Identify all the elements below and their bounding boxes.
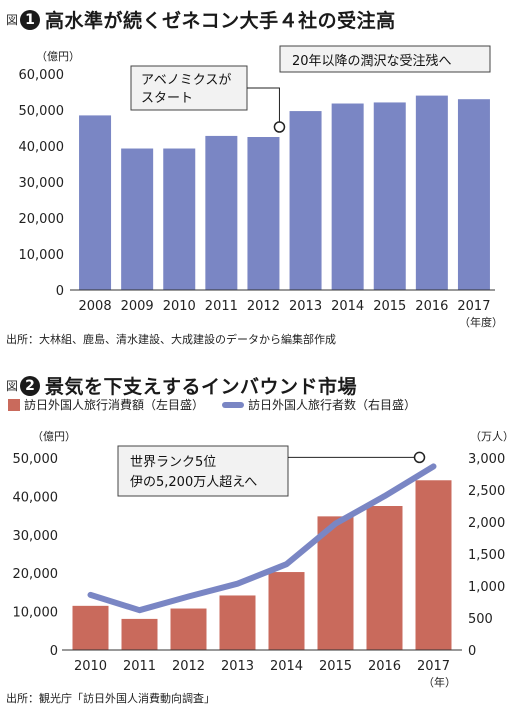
- annotation-abenomics-marker: [273, 121, 286, 133]
- chart1-x-unit: （年度）: [459, 315, 503, 329]
- chart1-x-tick: 2016: [415, 299, 448, 314]
- chart2-bar: [170, 608, 207, 650]
- chart2-legend: 訪日外国人旅行消費額（左目盛） 訪日外国人旅行者数（右目盛）: [8, 396, 416, 413]
- chart1-y-tick: 30,000: [19, 176, 65, 191]
- chart1-y-tick: 60,000: [19, 68, 65, 83]
- chart2-bar: [317, 516, 354, 650]
- figure2-source: 出所：観光庁「訪日外国人消費動向調査」: [6, 692, 215, 705]
- figure2-header: 図 2 景気を下支えするインバウンド市場: [6, 372, 357, 399]
- chart2-left-tick: 30,000: [13, 529, 59, 544]
- chart2-x-tick: 2017: [417, 659, 450, 674]
- chart1-y-tick: 0: [56, 284, 64, 299]
- chart1-x-tick: 2008: [79, 299, 112, 314]
- figure2-number: 2: [20, 375, 41, 396]
- chart2-bar: [366, 506, 403, 650]
- annotation-post2020-box: [279, 45, 491, 73]
- chart1-x-tick: 2011: [205, 299, 238, 314]
- chart2-x-tick: 2011: [123, 659, 156, 674]
- chart2-x-tick: 2012: [172, 659, 205, 674]
- chart1-y-tick: 20,000: [19, 212, 65, 227]
- chart2-right-tick: 500: [468, 612, 493, 627]
- chart2-right-tick: 0: [468, 644, 476, 659]
- chart1-bar: [79, 115, 112, 291]
- chart2-bar: [72, 605, 109, 650]
- figure1-title: 高水準が続くゼネコン大手４社の受注高: [45, 10, 396, 32]
- chart2-left-tick: 50,000: [13, 452, 59, 467]
- chart1-bar: [331, 103, 364, 291]
- annotation-abenomics-leader: [247, 87, 280, 122]
- annotation-ranking-line2: 伊の5,200万人超えへ: [130, 475, 257, 490]
- chart2-right-tick: 1,000: [468, 580, 505, 595]
- chart2-x-tick: 2013: [221, 659, 254, 674]
- chart1-x-tick: 2014: [331, 299, 364, 314]
- chart2-right-tick: 2,000: [468, 516, 505, 531]
- chart2-left-tick: 0: [50, 644, 58, 659]
- chart1-x-tick: 2010: [163, 299, 196, 314]
- chart1-bar: [247, 137, 280, 290]
- chart2-left-tick: 40,000: [13, 490, 59, 505]
- chart1-bar: [289, 111, 322, 290]
- legend-bar-label: 訪日外国人旅行消費額（左目盛）: [24, 398, 205, 412]
- chart1-bar: [205, 135, 238, 290]
- chart2-x-tick: 2016: [368, 659, 401, 674]
- chart2-bar: [121, 618, 158, 650]
- chart1-bar: [415, 95, 448, 290]
- chart1-bar: [457, 99, 490, 290]
- chart1-x-tick: 2015: [373, 299, 406, 314]
- chart2-left-tick: 10,000: [13, 606, 59, 621]
- chart2-x-tick: 2015: [319, 659, 352, 674]
- chart1: （億円） 0 10,000 20,000 30,000 40,000 50,000 60,00…: [19, 45, 503, 329]
- figure1-number: 1: [20, 9, 41, 30]
- annotation-abenomics-line2: スタート: [141, 91, 193, 106]
- chart1-x-tick: 2017: [457, 299, 490, 314]
- chart2-bar: [219, 595, 256, 650]
- annotation-ranking-marker: [413, 451, 426, 464]
- chart2-right-tick: 1,500: [468, 548, 505, 563]
- chart1-bar: [163, 148, 196, 290]
- chart1-y-unit: （億円）: [36, 50, 80, 63]
- legend-line-swatch: [222, 401, 245, 408]
- chart2-left-tick: 20,000: [13, 567, 59, 582]
- chart1-bar: [121, 148, 154, 290]
- chart1-y-tick: 40,000: [19, 140, 65, 155]
- chart2-right-tick: 2,500: [468, 484, 505, 499]
- figure2-label: 図: [6, 379, 19, 393]
- chart1-y-tick: 10,000: [19, 248, 65, 263]
- figure2-title: 景気を下支えするインバウンド市場: [45, 376, 358, 398]
- annotation-ranking-line1: 世界ランク5位: [130, 455, 216, 470]
- chart2-x-tick: 2010: [74, 659, 107, 674]
- chart1-bar: [373, 102, 406, 290]
- annotation-abenomics-line1: アベノミクスが: [141, 73, 231, 88]
- chart2-bar: [268, 572, 305, 650]
- chart2-x-unit: （年）: [423, 675, 456, 689]
- chart2-x-tick: 2014: [270, 659, 303, 674]
- legend-bar-swatch: [8, 398, 20, 411]
- chart1-y-tick: 50,000: [19, 104, 65, 119]
- chart2: （億円） （万人） 0 10,000 20,000 30,000 40,000 50,000 0…: [13, 430, 515, 689]
- figure1-source: 出所：大林組、鹿島、清水建設、大成建設のデータから編集部作成: [6, 333, 336, 346]
- chart1-x-tick: 2009: [121, 299, 154, 314]
- chart2-bar: [415, 480, 452, 650]
- chart2-visitors-line: [87, 463, 437, 614]
- chart2-right-unit: （万人）: [470, 430, 514, 443]
- figure1-label: 図: [6, 13, 19, 27]
- legend-line-label: 訪日外国人旅行者数（右目盛）: [248, 398, 417, 412]
- figure1-header: 図 1 高水準が続くゼネコン大手４社の受注高: [6, 6, 396, 33]
- annotation-post2020-text: 20年以降の潤沢な受注残へ: [292, 54, 452, 69]
- annotation-ranking-box: [117, 445, 289, 497]
- chart1-x-tick: 2012: [247, 299, 280, 314]
- chart2-right-tick: 3,000: [468, 452, 505, 467]
- chart2-left-unit: （億円）: [32, 430, 76, 443]
- chart1-x-tick: 2013: [289, 299, 322, 314]
